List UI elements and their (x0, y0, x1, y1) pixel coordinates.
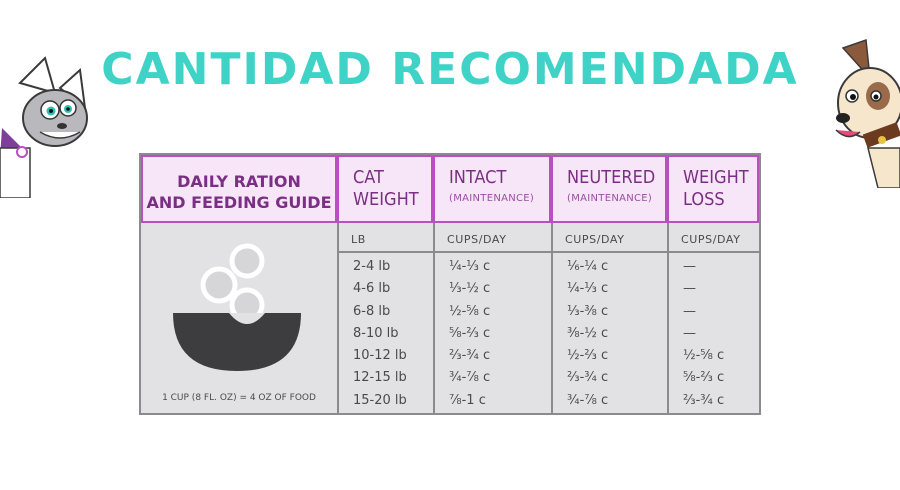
value-cell: 8-10 lb (353, 325, 399, 341)
value-cell: ⅙-¼ c (567, 259, 609, 274)
column-header: CAT WEIGHT (337, 155, 433, 223)
column-header-sub: (MAINTENANCE) (567, 193, 653, 204)
unit-label: CUPS/DAY (667, 223, 759, 253)
value-cell: ⅔-¾ c (567, 370, 609, 386)
column-header-line1: WEIGHT (683, 167, 749, 188)
value-cell: 4-6 lb (353, 281, 391, 297)
column-header-line2: WEIGHT (353, 189, 419, 210)
value-cell: 15-20 lb (353, 392, 407, 408)
value-cell: ⅔-¾ c (683, 392, 725, 408)
value-cell: ⅔-¾ c (449, 348, 491, 364)
guide-title-line2: AND FEEDING GUIDE (146, 193, 332, 212)
value-cell: 2-4 lb (353, 259, 391, 274)
column-header-line1: NEUTERED (567, 167, 656, 188)
unit-label: CUPS/DAY (433, 223, 551, 253)
page-title: CANTIDAD RECOMENDADA (101, 44, 799, 95)
value-cell: 12-15 lb (353, 370, 407, 386)
value-cell: ⅓-⅜ c (567, 303, 609, 319)
weight-loss-column: WEIGHT LOSS CUPS/DAY — — — — ½-⅝ c ⅝-⅔ c… (667, 155, 759, 413)
value-cell: ⅞-1 c (449, 392, 486, 408)
cup-conversion-note: 1 CUP (8 FL. OZ) = 4 OZ OF FOOD (162, 393, 316, 403)
value-cell: ⅝-⅔ c (683, 370, 725, 386)
column-header: WEIGHT LOSS (667, 155, 759, 223)
value-cell: — (683, 325, 696, 341)
food-bowl-icon (173, 243, 301, 371)
value-cell: ⅝-⅔ c (449, 325, 491, 341)
value-cell: ¾-⅞ c (567, 392, 609, 408)
value-cell: ¾-⅞ c (449, 370, 491, 386)
column-header-line2: LOSS (683, 189, 725, 210)
column-divider (667, 223, 669, 413)
cat-weight-column: CAT WEIGHT LB 2-4 lb 4-6 lb 6-8 lb 8-10 … (337, 155, 433, 413)
cat-illustration (0, 56, 88, 198)
value-cell: ⅓-½ c (449, 281, 491, 297)
value-cell: — (683, 281, 696, 297)
column-header-line1: CAT (353, 167, 384, 188)
intact-column: INTACT (MAINTENANCE) CUPS/DAY ¼-⅓ c ⅓-½ … (433, 155, 551, 413)
guide-title-line1: DAILY RATION (177, 172, 301, 191)
feeding-guide-table: DAILY RATION AND FEEDING GUIDE 1 CUP (8 … (139, 153, 761, 415)
column-divider (337, 223, 339, 413)
value-cell: ¼-⅓ c (567, 281, 609, 297)
column-divider (433, 223, 435, 413)
value-cell: — (683, 303, 696, 319)
value-cell: ¼-⅓ c (449, 259, 491, 274)
column-header: NEUTERED (MAINTENANCE) (551, 155, 667, 223)
column-divider (551, 223, 553, 413)
guide-column: DAILY RATION AND FEEDING GUIDE 1 CUP (8 … (141, 155, 337, 413)
value-cell: 10-12 lb (353, 348, 407, 364)
neutered-column: NEUTERED (MAINTENANCE) CUPS/DAY ⅙-¼ c ¼-… (551, 155, 667, 413)
dog-illustration (835, 38, 900, 188)
value-cell: ½-⅝ c (449, 303, 491, 319)
unit-label: LB (337, 223, 433, 253)
column-header: INTACT (MAINTENANCE) (433, 155, 551, 223)
column-header-line1: INTACT (449, 167, 507, 188)
value-cell: — (683, 259, 696, 274)
value-cell: ½-⅝ c (683, 348, 725, 364)
column-header-sub: (MAINTENANCE) (449, 193, 535, 204)
value-cell: 6-8 lb (353, 303, 391, 319)
value-cell: ⅜-½ c (567, 325, 609, 341)
guide-header: DAILY RATION AND FEEDING GUIDE (141, 155, 337, 223)
value-cell: ½-⅔ c (567, 348, 609, 364)
unit-label: CUPS/DAY (551, 223, 667, 253)
